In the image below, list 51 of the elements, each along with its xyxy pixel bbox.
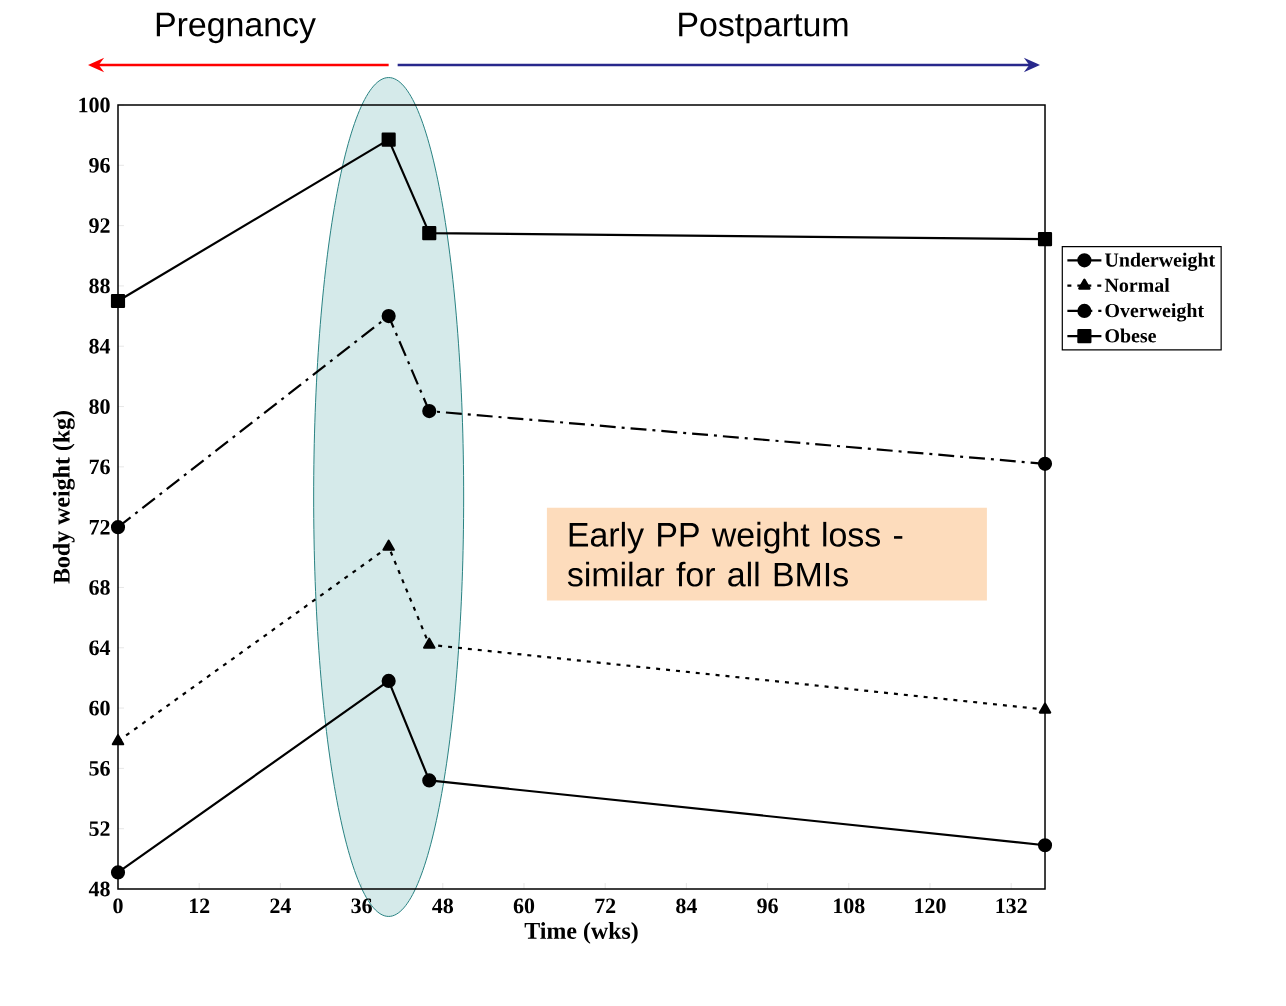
legend-label: Underweight: [1104, 252, 1216, 271]
y-tick-label: 100: [79, 97, 110, 113]
x-tick-label: 48: [432, 898, 454, 914]
text: Postpartum: [679, 12, 848, 44]
y-tick-label: 84: [89, 338, 111, 354]
legend-label: Overweight: [1105, 303, 1204, 322]
point: [422, 226, 437, 241]
y-tick-label: 48: [88, 881, 110, 897]
point: [1038, 702, 1052, 714]
y-tick-label: 92: [89, 218, 110, 233]
annotation: Early PP weight loss - similar for all BMIs: [567, 521, 903, 587]
y-tick-label: 72: [89, 519, 110, 535]
legend-label: Normal: [1104, 277, 1170, 292]
point: [110, 520, 126, 535]
y-tick-label: 80: [89, 399, 110, 414]
y-tick-label: 52: [89, 821, 110, 837]
x-tick-label: 24: [270, 898, 291, 914]
y-tick-label: 96: [89, 157, 110, 173]
x-tick-label: 12: [189, 898, 210, 914]
point: [381, 132, 396, 147]
y-tick-label: 88: [89, 278, 110, 294]
x-tick-label: 132: [996, 898, 1027, 914]
y-tick-label: 76: [89, 459, 110, 475]
point: [1037, 456, 1053, 471]
x-axis-title: Time (wks): [524, 922, 638, 944]
point: [422, 773, 437, 788]
x-tick-label: 84: [676, 898, 697, 914]
point: [381, 673, 396, 689]
point: [1037, 838, 1053, 853]
x-tick-label: 72: [595, 898, 616, 914]
y-tick-label: 64: [89, 640, 111, 656]
x-tick-label: 108: [834, 898, 865, 914]
point: [1037, 232, 1053, 247]
x-tick-label: 36: [351, 898, 372, 914]
y-tick-label: 56: [89, 761, 110, 776]
point: [110, 865, 126, 880]
x-tick-label: 96: [757, 898, 778, 914]
point: [381, 308, 396, 324]
point: [110, 293, 126, 309]
y-tick-label: 60: [89, 700, 110, 716]
text: Pregnancy: [156, 12, 316, 44]
point: [111, 734, 125, 746]
point: [382, 539, 395, 551]
y-tick-label: 68: [89, 580, 110, 595]
x-tick-label: 120: [915, 898, 946, 914]
legend-label: Obese: [1105, 328, 1156, 343]
x-tick-label: 60: [513, 898, 535, 914]
point: [422, 403, 437, 419]
x-tick-label: 0: [113, 898, 123, 914]
point: [422, 637, 436, 649]
y-axis-title: Body weight (kg): [52, 411, 75, 584]
